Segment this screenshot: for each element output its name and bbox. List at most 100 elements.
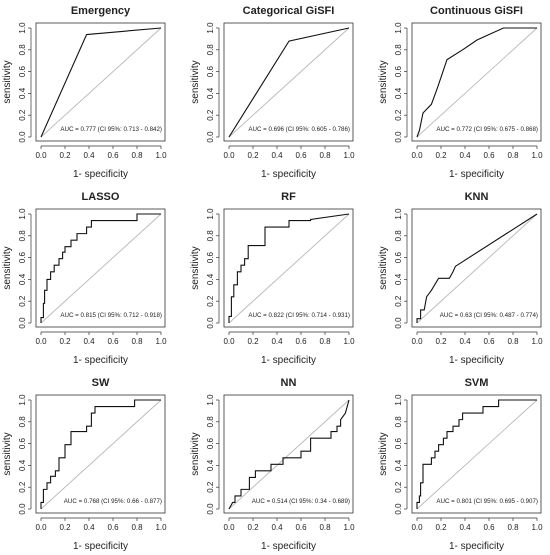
panel-title: Categorical GiSFI bbox=[243, 5, 335, 17]
x-tick-label: 0.0 bbox=[223, 337, 235, 346]
x-tick-label: 1.0 bbox=[155, 337, 167, 346]
y-axis-title: sensitivity bbox=[2, 60, 13, 103]
plot-frame bbox=[411, 22, 542, 142]
reference-diagonal bbox=[416, 27, 538, 138]
y-tick-label: 0.6 bbox=[394, 65, 403, 77]
roc-curve bbox=[416, 27, 537, 138]
y-tick-label: 0.4 bbox=[18, 273, 27, 285]
x-tick-label: 0.8 bbox=[507, 337, 519, 346]
plot-frame bbox=[223, 208, 354, 328]
x-tick-label: 0.8 bbox=[131, 337, 143, 346]
auc-annotation: AUC = 0.768 (CI 95%: 0.66 - 0.877) bbox=[64, 498, 162, 505]
y-tick-label: 0.0 bbox=[206, 131, 215, 143]
y-tick-label: 0.2 bbox=[18, 481, 27, 493]
panel-title: Emergency bbox=[71, 5, 131, 17]
roc-curve bbox=[40, 27, 162, 138]
y-tick-label: 0.4 bbox=[18, 459, 27, 471]
y-tick-label: 0.0 bbox=[18, 317, 27, 329]
roc-panel: RF 0.0 0.2 0.4 0.6 0.8 1.0 0.0 0.2 0.4 0.6 0.8 1.0 1-… bbox=[190, 191, 355, 366]
x-tick-label: 0.0 bbox=[411, 523, 423, 532]
panel-title: SW bbox=[92, 377, 110, 389]
roc-panel: KNN 0.0 0.2 0.4 0.6 0.8 1.0 0.0 0.2 0.4 0.6 0.8 1.0 1… bbox=[378, 191, 543, 366]
x-tick-label: 0.2 bbox=[247, 523, 259, 532]
x-tick-label: 1.0 bbox=[343, 151, 355, 160]
auc-annotation: AUC = 0.772 (CI 95%: 0.675 - 0.868) bbox=[436, 126, 538, 133]
x-tick-label: 0.0 bbox=[223, 151, 235, 160]
y-tick-label: 0.6 bbox=[394, 437, 403, 449]
x-tick-label: 0.2 bbox=[247, 151, 259, 160]
panel-title: LASSO bbox=[82, 191, 120, 203]
y-tick-label: 0.6 bbox=[206, 251, 215, 263]
plot-frame bbox=[35, 22, 166, 142]
y-tick-label: 0.4 bbox=[206, 273, 215, 285]
x-tick-label: 0.8 bbox=[131, 523, 143, 532]
y-axis-title: sensitivity bbox=[2, 432, 13, 475]
y-tick-label: 0.0 bbox=[18, 503, 27, 515]
x-axis-title: 1- specificity bbox=[261, 169, 316, 180]
reference-diagonal bbox=[416, 399, 538, 510]
y-tick-label: 0.2 bbox=[394, 295, 403, 307]
y-axis-title: sensitivity bbox=[378, 60, 389, 103]
y-tick-label: 0.4 bbox=[206, 87, 215, 99]
y-tick-label: 0.0 bbox=[206, 503, 215, 515]
y-axis-title: sensitivity bbox=[190, 60, 201, 103]
y-tick-label: 0.4 bbox=[18, 87, 27, 99]
y-tick-label: 0.4 bbox=[206, 459, 215, 471]
y-tick-label: 0.6 bbox=[206, 65, 215, 77]
x-tick-label: 0.6 bbox=[295, 337, 307, 346]
y-tick-label: 0.0 bbox=[394, 317, 403, 329]
y-tick-label: 0.8 bbox=[18, 416, 27, 428]
y-tick-label: 1.0 bbox=[394, 22, 403, 34]
x-axis-title: 1- specificity bbox=[73, 169, 128, 180]
roc-panel: SW 0.0 0.2 0.4 0.6 0.8 1.0 0.0 0.2 0.4 0.6 0.8 1.0 1-… bbox=[2, 377, 167, 552]
y-tick-label: 1.0 bbox=[206, 208, 215, 220]
y-tick-label: 0.8 bbox=[206, 44, 215, 56]
x-tick-label: 1.0 bbox=[531, 337, 543, 346]
x-tick-label: 0.0 bbox=[35, 337, 47, 346]
plot-frame bbox=[223, 394, 354, 514]
y-tick-label: 0.4 bbox=[394, 273, 403, 285]
auc-annotation: AUC = 0.514 (CI 95%: 0.34 - 0.689) bbox=[252, 498, 350, 505]
x-axis-title: 1- specificity bbox=[449, 541, 504, 552]
x-tick-label: 0.2 bbox=[435, 337, 447, 346]
reference-diagonal bbox=[416, 213, 538, 324]
roc-panel: LASSO 0.0 0.2 0.4 0.6 0.8 1.0 0.0 0.2 0.4 0.6 0.8 1.… bbox=[2, 191, 167, 366]
x-tick-label: 0.4 bbox=[459, 151, 471, 160]
x-tick-label: 0.4 bbox=[83, 523, 95, 532]
x-tick-label: 0.6 bbox=[483, 337, 495, 346]
y-tick-label: 0.6 bbox=[206, 437, 215, 449]
x-axis-title: 1- specificity bbox=[449, 355, 504, 366]
x-tick-label: 1.0 bbox=[531, 523, 543, 532]
x-tick-label: 0.8 bbox=[131, 151, 143, 160]
reference-diagonal bbox=[228, 213, 350, 324]
y-tick-label: 0.6 bbox=[18, 437, 27, 449]
y-tick-label: 0.8 bbox=[206, 416, 215, 428]
roc-curve bbox=[228, 399, 350, 510]
x-tick-label: 0.6 bbox=[295, 151, 307, 160]
y-tick-label: 0.0 bbox=[206, 317, 215, 329]
x-tick-label: 1.0 bbox=[531, 151, 543, 160]
x-tick-label: 0.4 bbox=[271, 151, 283, 160]
x-tick-label: 0.6 bbox=[107, 523, 119, 532]
y-tick-label: 0.8 bbox=[394, 416, 403, 428]
x-tick-label: 0.8 bbox=[319, 337, 331, 346]
plot-frame bbox=[411, 208, 542, 328]
y-tick-label: 0.2 bbox=[394, 481, 403, 493]
x-tick-label: 0.4 bbox=[271, 337, 283, 346]
y-tick-label: 0.8 bbox=[206, 230, 215, 242]
x-tick-label: 0.8 bbox=[319, 523, 331, 532]
x-tick-label: 0.2 bbox=[435, 523, 447, 532]
y-tick-label: 0.8 bbox=[18, 44, 27, 56]
roc-panel: SVM 0.0 0.2 0.4 0.6 0.8 1.0 0.0 0.2 0.4 0.6 0.8 1.0 1… bbox=[378, 377, 543, 552]
x-tick-label: 0.6 bbox=[107, 151, 119, 160]
roc-curve bbox=[228, 27, 350, 138]
roc-curve bbox=[228, 213, 350, 323]
reference-diagonal bbox=[40, 213, 162, 324]
auc-annotation: AUC = 0.63 (CI 95%: 0.487 - 0.774) bbox=[440, 312, 538, 319]
reference-diagonal bbox=[228, 27, 350, 138]
plot-frame bbox=[35, 394, 166, 514]
y-tick-label: 0.2 bbox=[206, 481, 215, 493]
panel-title: Continuous GiSFI bbox=[430, 5, 523, 17]
roc-curve bbox=[40, 213, 161, 323]
y-tick-label: 1.0 bbox=[206, 22, 215, 34]
